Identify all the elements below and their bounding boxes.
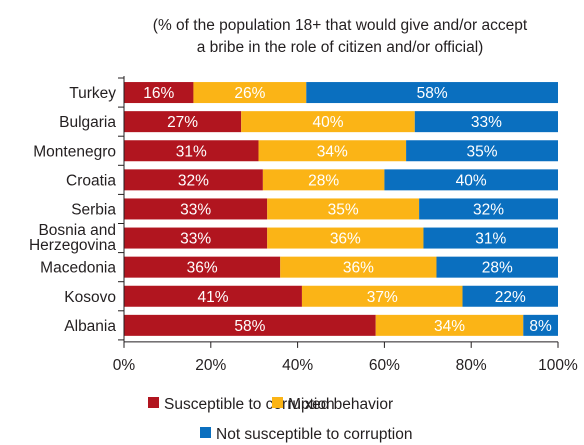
category-label: Bosnia and Herzegovina xyxy=(29,222,116,254)
category-label-line: Bosnia and xyxy=(38,222,116,239)
bar-segment xyxy=(419,198,558,220)
data-label: 35% xyxy=(467,143,498,160)
bar-segment xyxy=(124,314,376,336)
data-label: 8% xyxy=(529,318,552,335)
legend-swatch xyxy=(148,397,159,408)
data-label: 32% xyxy=(178,172,209,189)
plot-area: Turkey 16% 26% 58% Bulgaria 27% 40% 33% Monteneg… xyxy=(29,76,578,374)
bar-segment xyxy=(241,111,415,133)
data-label: 22% xyxy=(495,289,526,306)
category-label: Montenegro xyxy=(33,143,116,160)
bar-segment xyxy=(124,285,302,307)
legend-swatch xyxy=(272,397,283,408)
bar-segment xyxy=(301,285,463,307)
data-label: 36% xyxy=(187,260,218,277)
data-label: 58% xyxy=(417,85,448,102)
data-label: 28% xyxy=(308,172,339,189)
category-label: Macedonia xyxy=(40,260,116,277)
bar-segment xyxy=(306,82,558,104)
bar-segment xyxy=(267,198,420,220)
bar-segment xyxy=(262,169,385,191)
category-label: Croatia xyxy=(66,172,116,189)
data-label: 31% xyxy=(475,231,506,248)
bar-segment xyxy=(523,314,558,336)
data-label: 31% xyxy=(176,143,207,160)
subtitle-line-1: (% of the population 18+ that would give… xyxy=(153,17,528,34)
category-label: Serbia xyxy=(71,201,116,218)
legend-swatch xyxy=(200,427,211,438)
data-label: 33% xyxy=(471,114,502,131)
data-label: 41% xyxy=(197,289,228,306)
data-label: 28% xyxy=(482,260,513,277)
data-label: 40% xyxy=(312,114,343,131)
x-tick-label: 20% xyxy=(195,357,226,374)
data-label: 40% xyxy=(456,172,487,189)
bar-segment xyxy=(414,111,558,133)
bar-segment xyxy=(406,140,558,162)
bar-segment xyxy=(124,198,268,220)
x-tick-label: 0% xyxy=(113,357,136,374)
subtitle-line-2: a bribe in the role of citizen and/or of… xyxy=(197,39,484,56)
x-tick-label: 60% xyxy=(369,357,400,374)
bar-segment xyxy=(124,169,263,191)
data-label: 36% xyxy=(343,260,374,277)
bar-segment xyxy=(193,82,307,104)
bar-segment xyxy=(462,285,558,307)
bar-segment xyxy=(124,140,259,162)
data-label: 27% xyxy=(167,114,198,131)
data-label: 33% xyxy=(180,231,211,248)
x-tick-label: 100% xyxy=(538,357,578,374)
x-tick-label: 80% xyxy=(456,357,487,374)
bar-segment xyxy=(258,140,407,162)
data-label: 34% xyxy=(434,318,465,335)
x-tick-label: 40% xyxy=(282,357,313,374)
legend-label: Not susceptible to corruption xyxy=(216,426,412,443)
data-label: 35% xyxy=(328,201,359,218)
data-label: 16% xyxy=(143,85,174,102)
data-label: 32% xyxy=(473,201,504,218)
bar-segment xyxy=(267,227,424,249)
data-label: 26% xyxy=(234,85,265,102)
bar-segment xyxy=(124,82,194,104)
bar-segment xyxy=(124,227,268,249)
legend-label: Mixed behavior xyxy=(288,396,393,413)
bar-segment xyxy=(280,256,437,278)
legend-label: Susceptible to corruption xyxy=(164,396,335,413)
category-label-line: Herzegovina xyxy=(29,237,116,254)
data-label: 58% xyxy=(234,318,265,335)
data-label: 33% xyxy=(180,201,211,218)
category-label: Albania xyxy=(64,318,116,335)
data-label: 37% xyxy=(367,289,398,306)
chart-subtitle: (% of the population 18+ that would give… xyxy=(153,17,528,56)
category-label: Turkey xyxy=(69,85,116,102)
bar-segment xyxy=(124,111,242,133)
category-label: Bulgaria xyxy=(59,114,116,131)
bar-segment xyxy=(436,256,558,278)
category-label: Kosovo xyxy=(64,289,116,306)
bar-segment xyxy=(375,314,524,336)
bar-segment xyxy=(124,256,281,278)
data-label: 34% xyxy=(317,143,348,160)
bar-segment xyxy=(384,169,558,191)
bar-segment xyxy=(423,227,558,249)
data-label: 36% xyxy=(330,231,361,248)
